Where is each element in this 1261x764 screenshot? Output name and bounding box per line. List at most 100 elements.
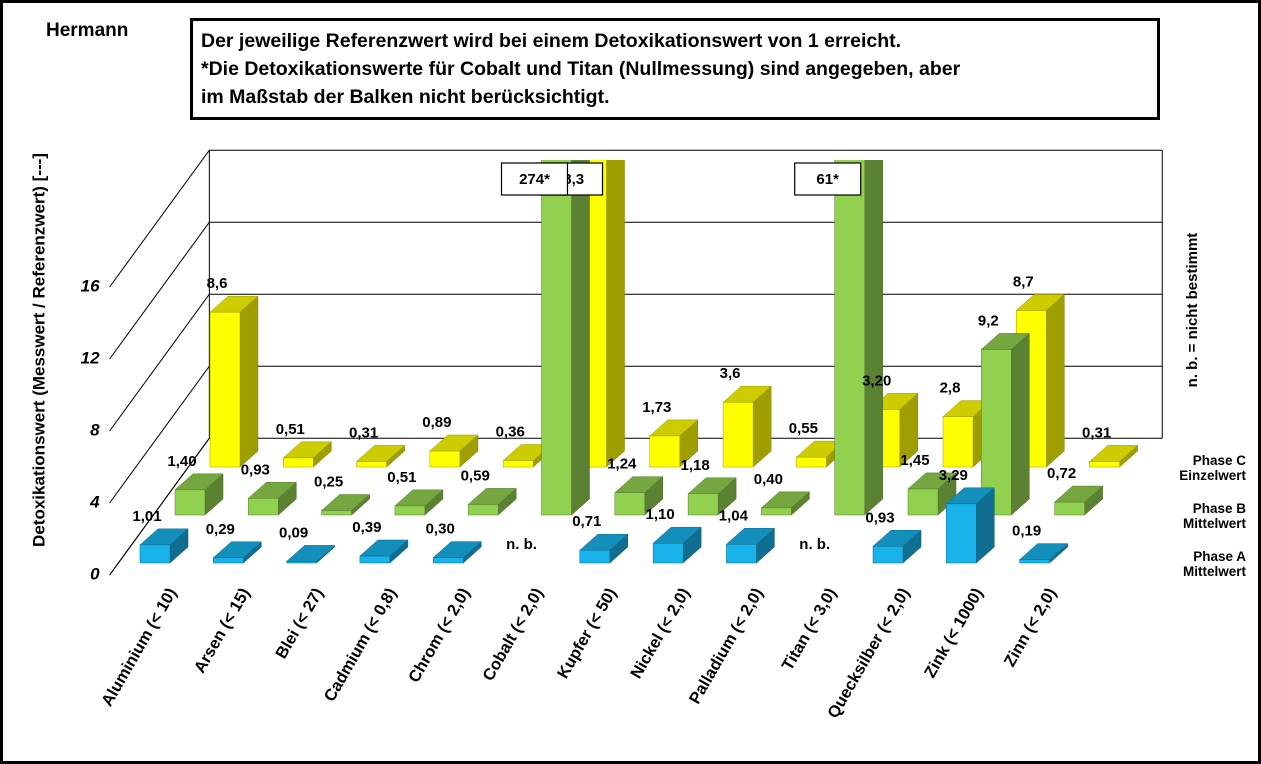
- grid-line: [109, 221, 210, 360]
- value-label: 0,93: [241, 461, 270, 478]
- bar-side: [571, 160, 590, 516]
- bar-front: [652, 542, 684, 564]
- bar-top: [760, 491, 811, 509]
- bar: [579, 533, 629, 564]
- bar-front: [649, 435, 681, 468]
- bar-front: [872, 546, 904, 564]
- value-label: n. b.: [799, 536, 830, 553]
- grid-line: [109, 293, 210, 432]
- value-label: 0,29: [206, 521, 235, 538]
- bar-side: [864, 160, 883, 516]
- bar-top: [432, 541, 482, 558]
- bar-top: [282, 441, 332, 459]
- bar-top: [467, 488, 517, 505]
- bar: [945, 487, 995, 564]
- bar-front: [321, 510, 352, 516]
- bar-side: [606, 160, 625, 468]
- bar-front: [614, 492, 646, 516]
- value-label: 1,40: [167, 453, 196, 470]
- bar-front: [139, 544, 171, 564]
- bar: [652, 526, 702, 564]
- chart-title: Hermann: [46, 20, 129, 41]
- bar: [725, 527, 776, 564]
- bar: [174, 473, 224, 516]
- bar-front: [981, 349, 1012, 516]
- bar-front: [1054, 501, 1085, 516]
- bar: [212, 541, 262, 564]
- x-tick-label: Zinn (< 2,0): [1001, 585, 1060, 670]
- bar-front: [907, 488, 939, 516]
- value-label: 0,19: [1012, 523, 1041, 540]
- value-label: 9,2: [978, 312, 999, 329]
- bar: [614, 476, 664, 516]
- value-label: 1,01: [132, 508, 161, 525]
- value-label: 0,40: [754, 471, 783, 488]
- bar-front: [726, 544, 757, 564]
- value-label: 0,39: [352, 519, 381, 536]
- bar: [649, 419, 699, 468]
- bar-top: [614, 476, 664, 493]
- bar: [359, 539, 409, 564]
- bar-front: [946, 503, 977, 564]
- grid-line: [109, 149, 210, 288]
- bar-side: [1011, 332, 1030, 516]
- value-label: 0,59: [461, 467, 490, 484]
- bar-front: [1019, 559, 1050, 564]
- value-label: 0,09: [279, 524, 308, 541]
- bar-top: [579, 533, 629, 551]
- bar-front: [722, 401, 754, 468]
- x-tick-label: Quecksilber (< 2,0): [824, 585, 913, 721]
- bar-top: [174, 473, 224, 491]
- bar-top: [945, 487, 995, 505]
- bar: [467, 487, 517, 516]
- bar-top: [872, 530, 922, 547]
- grid-line: [109, 365, 210, 504]
- bar-top: [687, 477, 737, 495]
- value-label: 1,04: [719, 507, 749, 524]
- bar-front: [834, 160, 865, 516]
- bar-front: [429, 450, 461, 468]
- value-label: n. b.: [506, 536, 537, 553]
- bar: [687, 477, 737, 516]
- value-label: 1,10: [645, 506, 674, 523]
- note-line: Der jeweilige Referenzwert wird bei eine…: [201, 30, 902, 52]
- value-label: 61*: [816, 171, 839, 188]
- bar-top: [247, 482, 297, 499]
- bar: [247, 481, 297, 516]
- bar: [320, 493, 371, 516]
- value-label: 1,24: [607, 456, 637, 473]
- value-label: 0,25: [314, 474, 343, 491]
- note-line: *Die Detoxikationswerte für Cobalt und T…: [201, 58, 961, 80]
- value-label: 1,45: [900, 452, 929, 469]
- value-label: 0,89: [422, 414, 451, 431]
- side-note: n. b. = nicht bestimmt: [1184, 233, 1201, 388]
- bar-top: [355, 445, 406, 462]
- bar-front: [248, 498, 279, 516]
- value-label: 3,6: [720, 365, 741, 382]
- bar: [394, 489, 444, 516]
- bar-top: [429, 434, 479, 452]
- value-label: 0,31: [1082, 424, 1111, 441]
- bar-front: [761, 507, 792, 516]
- bar-front: [432, 557, 464, 564]
- y-tick-label: 0: [90, 564, 100, 583]
- bar-front: [359, 555, 391, 564]
- label-box: [500, 162, 569, 196]
- x-tick-label: Cadmium (< 0,8): [321, 585, 401, 705]
- value-label: 1,73: [642, 399, 671, 416]
- value-label: 0,30: [426, 521, 455, 538]
- bar-front: [283, 457, 314, 468]
- value-label: 0,55: [789, 420, 818, 437]
- x-tick-label: Palladium (< 2,0): [686, 585, 767, 707]
- bar: [980, 332, 1030, 516]
- value-label: 3,20: [862, 372, 891, 389]
- bar: [355, 444, 406, 468]
- bar-front: [356, 461, 387, 468]
- bar-front: [942, 416, 974, 468]
- value-label: 0,72: [1047, 465, 1076, 482]
- bar: [872, 529, 922, 564]
- y-tick-label: 16: [81, 276, 100, 295]
- y-tick-label: 12: [81, 348, 100, 367]
